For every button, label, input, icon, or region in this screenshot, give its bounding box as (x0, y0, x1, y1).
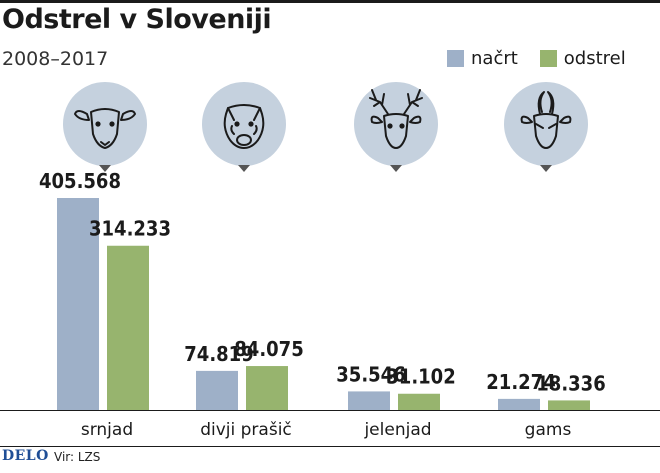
data-label-divji-prasic-nacrt: 74.819 (184, 342, 253, 366)
data-label-divji-prasic-odstrel: 84.075 (234, 337, 303, 361)
chart-subtitle: 2008–2017 (2, 48, 109, 70)
category-label-gams: gams (525, 420, 572, 440)
icon-pointer-srnjad (99, 165, 111, 172)
chart-title: Odstrel v Sloveniji (2, 4, 272, 35)
data-label-gams-odstrel: 18.336 (536, 371, 605, 395)
icon-circle-divji-prasic (202, 82, 286, 166)
data-label-jelenjad-odstrel: 31.102 (386, 365, 455, 389)
legend-label-nacrt: načrt (471, 48, 518, 69)
icon-circle-jelenjad (354, 82, 438, 166)
delo-logo: DELO (2, 448, 49, 464)
bar-gams-odstrel (548, 400, 590, 410)
data-label-srnjad-nacrt: 405.568 (39, 169, 121, 193)
legend: načrt odstrel (447, 48, 648, 69)
top-rule (0, 0, 660, 3)
data-label-srnjad-odstrel: 314.233 (89, 217, 171, 241)
category-label-divji-prasic: divji prašič (200, 420, 292, 440)
footer-rule (0, 446, 660, 447)
bar-gams-nacrt (498, 398, 540, 410)
data-label-gams-nacrt: 21.274 (486, 370, 555, 394)
icon-circle-gams (504, 82, 588, 166)
red-deer-icon (369, 89, 423, 149)
legend-item-odstrel: odstrel (539, 48, 626, 69)
legend-label-odstrel: odstrel (563, 48, 626, 69)
wild-boar-icon (223, 104, 265, 149)
legend-item-nacrt: načrt (447, 48, 518, 69)
bar-srnjad-odstrel (107, 245, 149, 410)
icon-circle-srnjad (63, 82, 147, 166)
data-label-jelenjad-nacrt: 35.546 (336, 362, 405, 386)
icon-pointer-divji-prasic (238, 165, 250, 172)
bar-jelenjad-nacrt (348, 391, 390, 410)
bar-jelenjad-odstrel (398, 393, 440, 410)
category-label-jelenjad: jelenjad (363, 420, 431, 440)
icon-pointer-jelenjad (390, 165, 402, 172)
legend-swatch-nacrt (447, 50, 464, 67)
bar-srnjad-nacrt (57, 198, 99, 410)
roe-deer-icon (74, 108, 136, 149)
bar-divji-prasic-odstrel (246, 366, 288, 410)
legend-swatch-odstrel (539, 50, 557, 67)
icon-pointer-gams (540, 165, 552, 172)
chamois-icon (520, 91, 572, 149)
source-note: Vir: LZS (54, 450, 101, 464)
category-label-srnjad: srnjad (81, 420, 133, 440)
bar-divji-prasic-nacrt (196, 370, 238, 410)
